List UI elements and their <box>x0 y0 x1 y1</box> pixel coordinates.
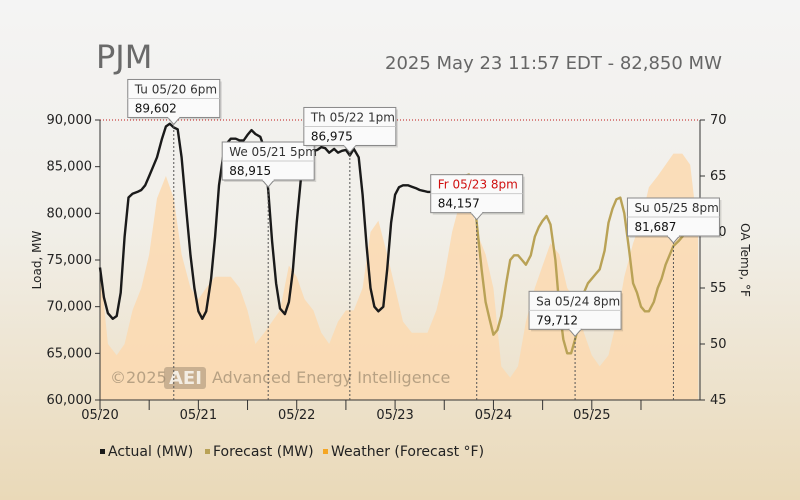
callout-label: Su 05/25 8pm <box>634 201 718 215</box>
callout-value: 84,157 <box>438 197 480 211</box>
callout-tooltip: Sa 05/24 8pm 79,712 <box>528 290 624 400</box>
y2-tick-label: 55 <box>710 281 727 296</box>
y-tick-label: 85,000 <box>47 160 93 175</box>
y-tick-label: 90,000 <box>47 113 93 128</box>
callout-label: Fr 05/23 8pm <box>438 178 518 192</box>
y-tick-label: 60,000 <box>47 393 93 408</box>
legend: Actual (MW) Forecast (MW) Weather (Forecas… <box>100 444 484 460</box>
x-tick-label: 05/20 <box>81 408 118 423</box>
callout-label: Tu 05/20 6pm <box>134 82 217 96</box>
watermark-company: Advanced Energy Intelligence <box>212 368 450 387</box>
y2-tick-label: 45 <box>710 393 727 408</box>
y2-axis-label: OA Temp, °F <box>738 223 752 297</box>
callout-value: 79,712 <box>536 313 578 327</box>
weather-area-layer <box>100 153 698 400</box>
load-lines-layer <box>98 122 696 355</box>
y-tick-label: 65,000 <box>47 346 93 361</box>
legend-swatch <box>323 449 328 454</box>
y-axis-label: Load, MW <box>30 231 44 290</box>
x-tick-label: 05/22 <box>278 408 315 423</box>
watermark-copyright: ©2025 <box>110 368 167 387</box>
callouts-layer: Tu 05/20 6pm 89,602 We 05/21 5pm 88,915 Th 0… <box>127 78 722 400</box>
callout-tooltip: Th 05/22 1pm 86,975 <box>303 106 398 400</box>
watermark: ©2025 AEI Advanced Energy Intelligence <box>110 367 450 389</box>
callout-value: 88,915 <box>229 164 271 178</box>
y2-tick-label: 65 <box>710 169 727 184</box>
x-tick-label: 05/23 <box>376 408 413 423</box>
x-tick-label: 05/21 <box>180 408 217 423</box>
forecast-load-line <box>443 173 696 355</box>
callout-tooltip: We 05/21 5pm 88,915 <box>221 141 317 400</box>
legend-swatch <box>205 449 210 454</box>
x-tick-label: 05/25 <box>573 408 610 423</box>
legend-item[interactable]: Actual (MW) <box>108 444 193 460</box>
callout-value: 86,975 <box>311 129 353 143</box>
y-tick-label: 75,000 <box>47 253 93 268</box>
callout-tooltip: Fr 05/23 8pm 84,157 <box>430 174 525 400</box>
chart-timestamp: 2025 May 23 11:57 EDT - 82,850 MW <box>385 53 722 74</box>
callout-label: Th 05/22 1pm <box>310 110 395 124</box>
weather-area <box>100 153 698 400</box>
callout-tooltip: Tu 05/20 6pm 89,602 <box>127 78 222 400</box>
legend-swatch <box>100 449 105 454</box>
actual-load-line <box>98 122 445 320</box>
y-tick-label: 80,000 <box>47 206 93 221</box>
y2-tick-label: 50 <box>710 337 727 352</box>
aei-logo-badge <box>164 367 206 389</box>
axes: 60,000 65,000 70,000 75,000 80,000 85,000 90,0… <box>30 113 752 423</box>
callout-value: 89,602 <box>135 101 177 115</box>
callout-pointer <box>261 179 276 188</box>
callout-value: 81,687 <box>634 220 676 234</box>
callout-label: Sa 05/24 8pm <box>536 294 620 308</box>
x-tick-label: 05/24 <box>475 408 512 423</box>
y2-tick-label: 70 <box>710 113 727 128</box>
legend-item[interactable]: Forecast (MW) <box>213 444 314 460</box>
chart-title: PJM <box>96 38 153 76</box>
legend-item[interactable]: Weather (Forecast °F) <box>331 444 484 460</box>
callout-tooltip: Su 05/25 8pm 81,687 <box>626 197 722 400</box>
y-tick-label: 70,000 <box>47 300 93 315</box>
callout-label: We 05/21 5pm <box>229 145 317 159</box>
aei-logo-text: AEI <box>169 368 202 389</box>
